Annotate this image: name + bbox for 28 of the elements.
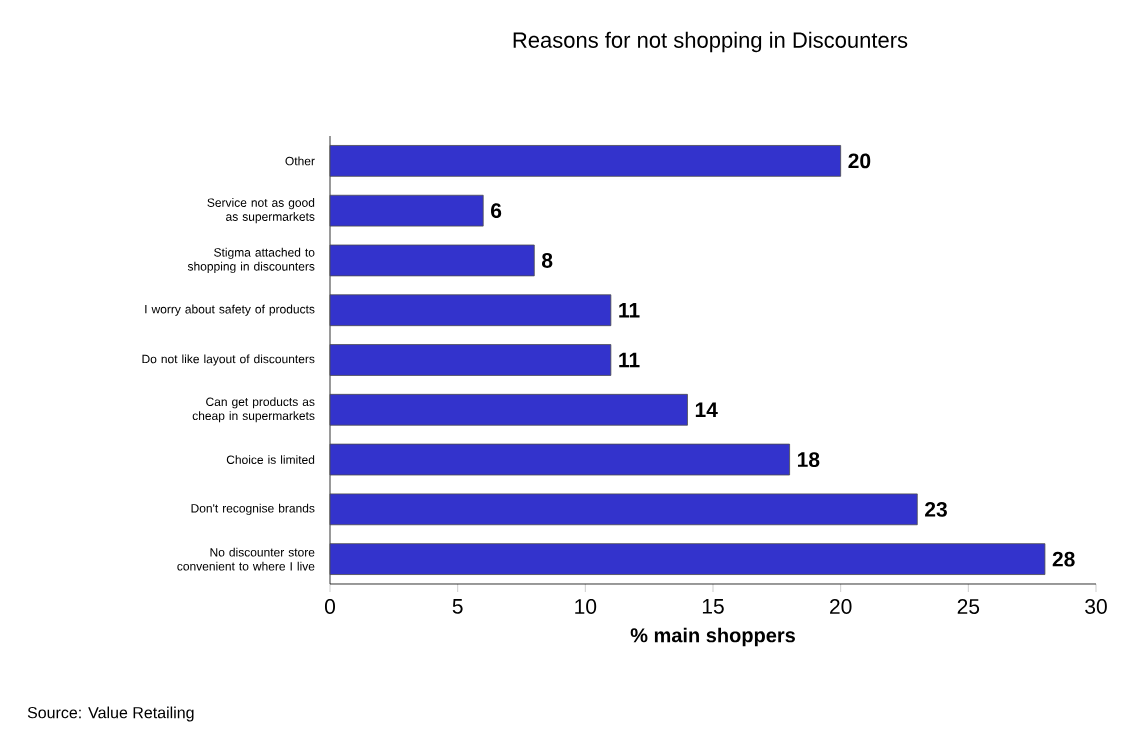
x-tick-label: 10 <box>575 599 597 614</box>
data-label: 18 <box>797 452 820 468</box>
bar <box>329 344 612 376</box>
x-axis-title: % main shoppers <box>630 627 795 647</box>
x-tick-label: 30 <box>1085 599 1107 614</box>
x-tick-label: 15 <box>702 599 724 614</box>
source-note: Source: Value Retailing <box>27 706 194 722</box>
bar <box>329 393 688 426</box>
bar <box>329 145 842 177</box>
data-label: 8 <box>541 253 553 268</box>
bar <box>329 443 790 476</box>
bar <box>329 194 484 227</box>
data-label: 11 <box>619 352 640 368</box>
data-label: 20 <box>848 153 871 169</box>
bar <box>329 244 535 277</box>
chart-title: Reasons for not shopping in Discounters <box>513 31 908 53</box>
data-label: 28 <box>1052 551 1075 567</box>
x-tick-label: 5 <box>452 599 463 614</box>
data-label: 6 <box>491 203 502 219</box>
bar <box>329 543 1046 575</box>
x-tick-label: 25 <box>957 599 980 614</box>
data-label: 14 <box>695 402 718 417</box>
data-label: 11 <box>619 303 640 318</box>
bar <box>329 294 612 327</box>
x-tick-label: 20 <box>830 599 852 614</box>
bar <box>329 493 918 526</box>
data-label: 23 <box>925 501 947 517</box>
x-tick-label: 0 <box>324 599 336 614</box>
